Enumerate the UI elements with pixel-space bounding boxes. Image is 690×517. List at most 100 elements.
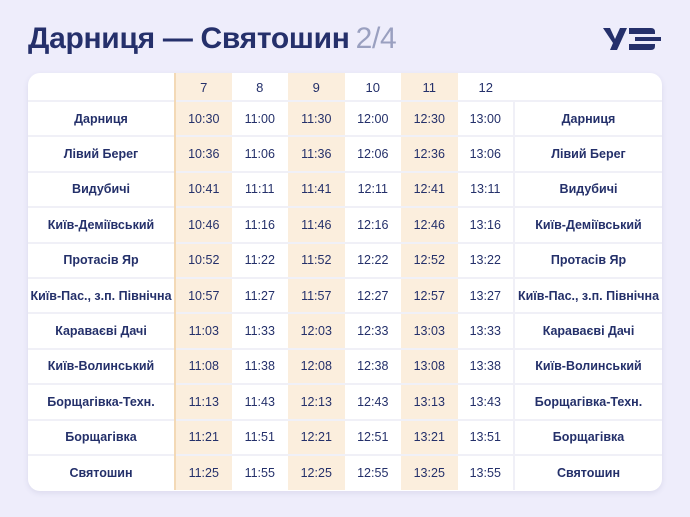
table-row: Святошин 11:25 11:55 12:25 12:55 13:25 13:55 Св… <box>28 453 662 491</box>
departure-time: 12:51 <box>344 418 401 455</box>
table-row: Борщагівка 11:21 11:51 12:21 12:51 13:21 13:51… <box>28 418 662 455</box>
timetable-card: 7 8 9 10 11 12 Дарниця 10:30 11:00 11:30 12:00 12:… <box>28 73 662 491</box>
departure-time: 11:13 <box>174 383 232 420</box>
departure-time: 11:27 <box>231 276 288 314</box>
departure-time: 12:03 <box>288 312 345 349</box>
departure-time: 13:13 <box>401 383 458 420</box>
departure-time: 12:16 <box>344 206 401 243</box>
header-blank-left <box>28 73 175 101</box>
departure-time: 10:36 <box>174 135 232 172</box>
train-number-row: 7 8 9 10 11 12 <box>28 73 662 101</box>
departure-time: 13:38 <box>457 347 514 385</box>
departure-time: 11:21 <box>174 418 232 455</box>
departure-time: 12:06 <box>344 135 401 172</box>
departure-time: 12:41 <box>401 170 458 208</box>
station-name-right: Караваєві Дачі <box>513 312 662 349</box>
table-row: Київ-Деміївський 10:46 11:16 11:46 12:16 12:4… <box>28 206 662 243</box>
departure-time: 11:43 <box>231 383 288 420</box>
train-number: 10 <box>365 80 380 95</box>
departure-time: 13:55 <box>457 453 514 491</box>
departure-time: 10:46 <box>174 206 232 243</box>
departure-time: 11:30 <box>288 99 345 137</box>
train-number: 12 <box>478 80 493 95</box>
departure-time: 13:21 <box>401 418 458 455</box>
train-number: 8 <box>256 80 264 95</box>
station-name-right: Київ-Волинський <box>513 347 662 385</box>
station-name: Київ-Волинський <box>28 347 175 385</box>
departure-time: 11:51 <box>231 418 288 455</box>
header-blank-right <box>514 73 662 101</box>
station-name-right: Борщагівка <box>513 418 662 455</box>
station-name: Київ-Пас., з.п. Північна <box>28 276 175 314</box>
departure-time: 12:22 <box>344 241 401 278</box>
table-row: Київ-Пас., з.п. Північна 10:57 11:27 11:57 1… <box>28 276 662 314</box>
station-name-right: Видубичі <box>513 170 662 208</box>
departure-time: 10:52 <box>174 241 232 278</box>
departure-time: 12:38 <box>344 347 401 385</box>
departure-time: 13:33 <box>457 312 514 349</box>
departure-time: 12:30 <box>401 99 458 137</box>
table-row: Борщагівка-Техн. 11:13 11:43 12:13 12:43 13:1… <box>28 383 662 420</box>
departure-time: 12:00 <box>344 99 401 137</box>
departure-time: 12:55 <box>344 453 401 491</box>
departure-time: 11:57 <box>288 276 345 314</box>
departure-time: 13:51 <box>457 418 514 455</box>
departure-time: 12:11 <box>344 170 401 208</box>
station-name: Київ-Деміївський <box>28 206 175 243</box>
departure-time: 12:08 <box>288 347 345 385</box>
station-name: Караваєві Дачі <box>28 312 175 349</box>
departure-time: 11:03 <box>174 312 232 349</box>
departure-time: 11:16 <box>231 206 288 243</box>
departure-time: 11:41 <box>288 170 345 208</box>
departure-time: 11:06 <box>231 135 288 172</box>
page-title: Дарниця — Святошин 2/4 <box>28 22 397 56</box>
departure-time: 11:38 <box>231 347 288 385</box>
departure-time: 11:25 <box>174 453 232 491</box>
departure-time: 12:57 <box>401 276 458 314</box>
train-number: 11 <box>401 73 458 101</box>
uz-logo <box>603 28 661 50</box>
table-row: Видубичі 10:41 11:11 11:41 12:11 12:41 13:11 Ви… <box>28 170 662 208</box>
table-row: Протасів Яр 10:52 11:22 11:52 12:22 12:52 13:2… <box>28 241 662 278</box>
departure-time: 12:52 <box>401 241 458 278</box>
station-name: Лівий Берег <box>28 135 175 172</box>
train-number: 9 <box>288 73 345 101</box>
station-name-right: Борщагівка-Техн. <box>513 383 662 420</box>
departure-time: 10:41 <box>174 170 232 208</box>
departure-time: 12:33 <box>344 312 401 349</box>
departure-time: 13:08 <box>401 347 458 385</box>
departure-time: 11:46 <box>288 206 345 243</box>
table-row: Лівий Берег 10:36 11:06 11:36 12:06 12:36 13:0… <box>28 135 662 172</box>
station-name: Борщагівка <box>28 418 175 455</box>
departure-time: 12:36 <box>401 135 458 172</box>
station-name-right: Протасів Яр <box>513 241 662 278</box>
departure-time: 13:27 <box>457 276 514 314</box>
station-name: Протасів Яр <box>28 241 175 278</box>
departure-time: 12:46 <box>401 206 458 243</box>
departure-time: 13:43 <box>457 383 514 420</box>
departure-time: 11:22 <box>231 241 288 278</box>
station-name: Борщагівка-Техн. <box>28 383 175 420</box>
station-name-right: Дарниця <box>513 99 662 137</box>
departure-time: 13:11 <box>457 170 514 208</box>
departure-time: 13:03 <box>401 312 458 349</box>
table-row: Караваєві Дачі 11:03 11:33 12:03 12:33 13:03 1… <box>28 312 662 349</box>
departure-time: 12:21 <box>288 418 345 455</box>
departure-time: 10:57 <box>174 276 232 314</box>
route-title: Дарниця — Святошин <box>28 22 350 55</box>
departure-time: 11:36 <box>288 135 345 172</box>
departure-time: 11:55 <box>231 453 288 491</box>
departure-time: 11:33 <box>231 312 288 349</box>
departure-time: 11:08 <box>174 347 232 385</box>
departure-time: 12:27 <box>344 276 401 314</box>
departure-time: 13:06 <box>457 135 514 172</box>
departure-time: 11:00 <box>231 99 288 137</box>
departure-time: 12:43 <box>344 383 401 420</box>
departure-time: 12:13 <box>288 383 345 420</box>
departure-time: 13:16 <box>457 206 514 243</box>
station-name: Дарниця <box>28 99 175 137</box>
station-name: Видубичі <box>28 170 175 208</box>
table-row: Дарниця 10:30 11:00 11:30 12:00 12:30 13:00 Дар… <box>28 99 662 137</box>
station-name-right: Київ-Деміївський <box>513 206 662 243</box>
station-name-right: Лівий Берег <box>513 135 662 172</box>
